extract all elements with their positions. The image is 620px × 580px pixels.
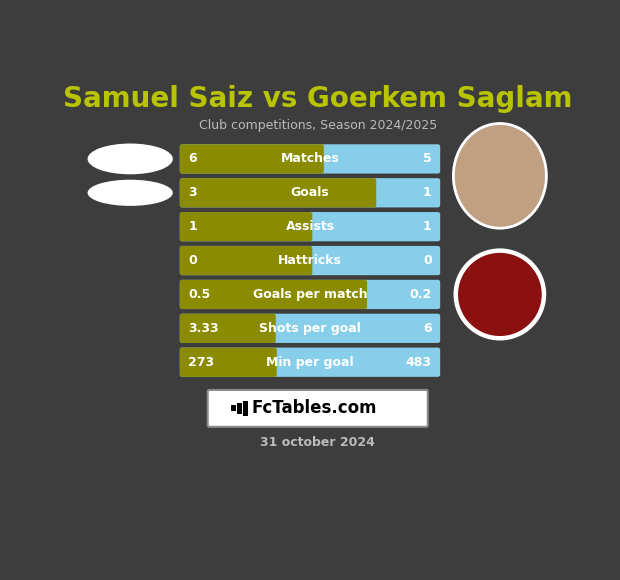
Text: 3.33: 3.33 [188,322,219,335]
FancyBboxPatch shape [180,280,367,309]
Text: 31 october 2024: 31 october 2024 [260,436,375,449]
Text: Matches: Matches [281,153,339,165]
Text: 0: 0 [188,254,197,267]
Text: Goals: Goals [291,186,329,200]
FancyBboxPatch shape [180,246,312,275]
Text: 0.5: 0.5 [188,288,211,301]
Text: 1: 1 [423,220,432,233]
Text: 273: 273 [188,356,215,369]
Ellipse shape [453,124,546,228]
Text: Samuel Saiz vs Goerkem Saglam: Samuel Saiz vs Goerkem Saglam [63,85,572,113]
Text: Assists: Assists [285,220,335,233]
Text: 1: 1 [188,220,197,233]
Ellipse shape [455,250,545,339]
Text: 483: 483 [405,356,432,369]
FancyBboxPatch shape [180,178,376,208]
Ellipse shape [87,143,173,175]
FancyBboxPatch shape [208,390,428,427]
FancyBboxPatch shape [180,212,312,241]
Ellipse shape [458,253,542,336]
FancyBboxPatch shape [180,212,440,241]
FancyBboxPatch shape [180,347,277,377]
Bar [237,403,242,414]
Text: Club competitions, Season 2024/2025: Club competitions, Season 2024/2025 [198,118,437,132]
Text: 6: 6 [188,153,197,165]
Text: Goals per match: Goals per match [253,288,367,301]
FancyBboxPatch shape [180,280,440,309]
FancyBboxPatch shape [180,347,440,377]
FancyBboxPatch shape [180,144,440,173]
FancyBboxPatch shape [180,246,440,275]
Text: 0.2: 0.2 [409,288,432,301]
Ellipse shape [455,125,545,227]
FancyBboxPatch shape [180,144,324,173]
Text: 3: 3 [188,186,197,200]
Text: Hattricks: Hattricks [278,254,342,267]
Bar [231,405,236,411]
FancyBboxPatch shape [180,314,276,343]
Text: 1: 1 [423,186,432,200]
Text: FcTables.com: FcTables.com [252,400,378,418]
Text: Shots per goal: Shots per goal [259,322,361,335]
Text: 0: 0 [423,254,432,267]
Text: 5: 5 [423,153,432,165]
Ellipse shape [87,180,173,206]
FancyBboxPatch shape [180,178,440,208]
FancyBboxPatch shape [180,314,440,343]
Text: 6: 6 [423,322,432,335]
Bar [243,401,248,416]
Text: Min per goal: Min per goal [266,356,354,369]
